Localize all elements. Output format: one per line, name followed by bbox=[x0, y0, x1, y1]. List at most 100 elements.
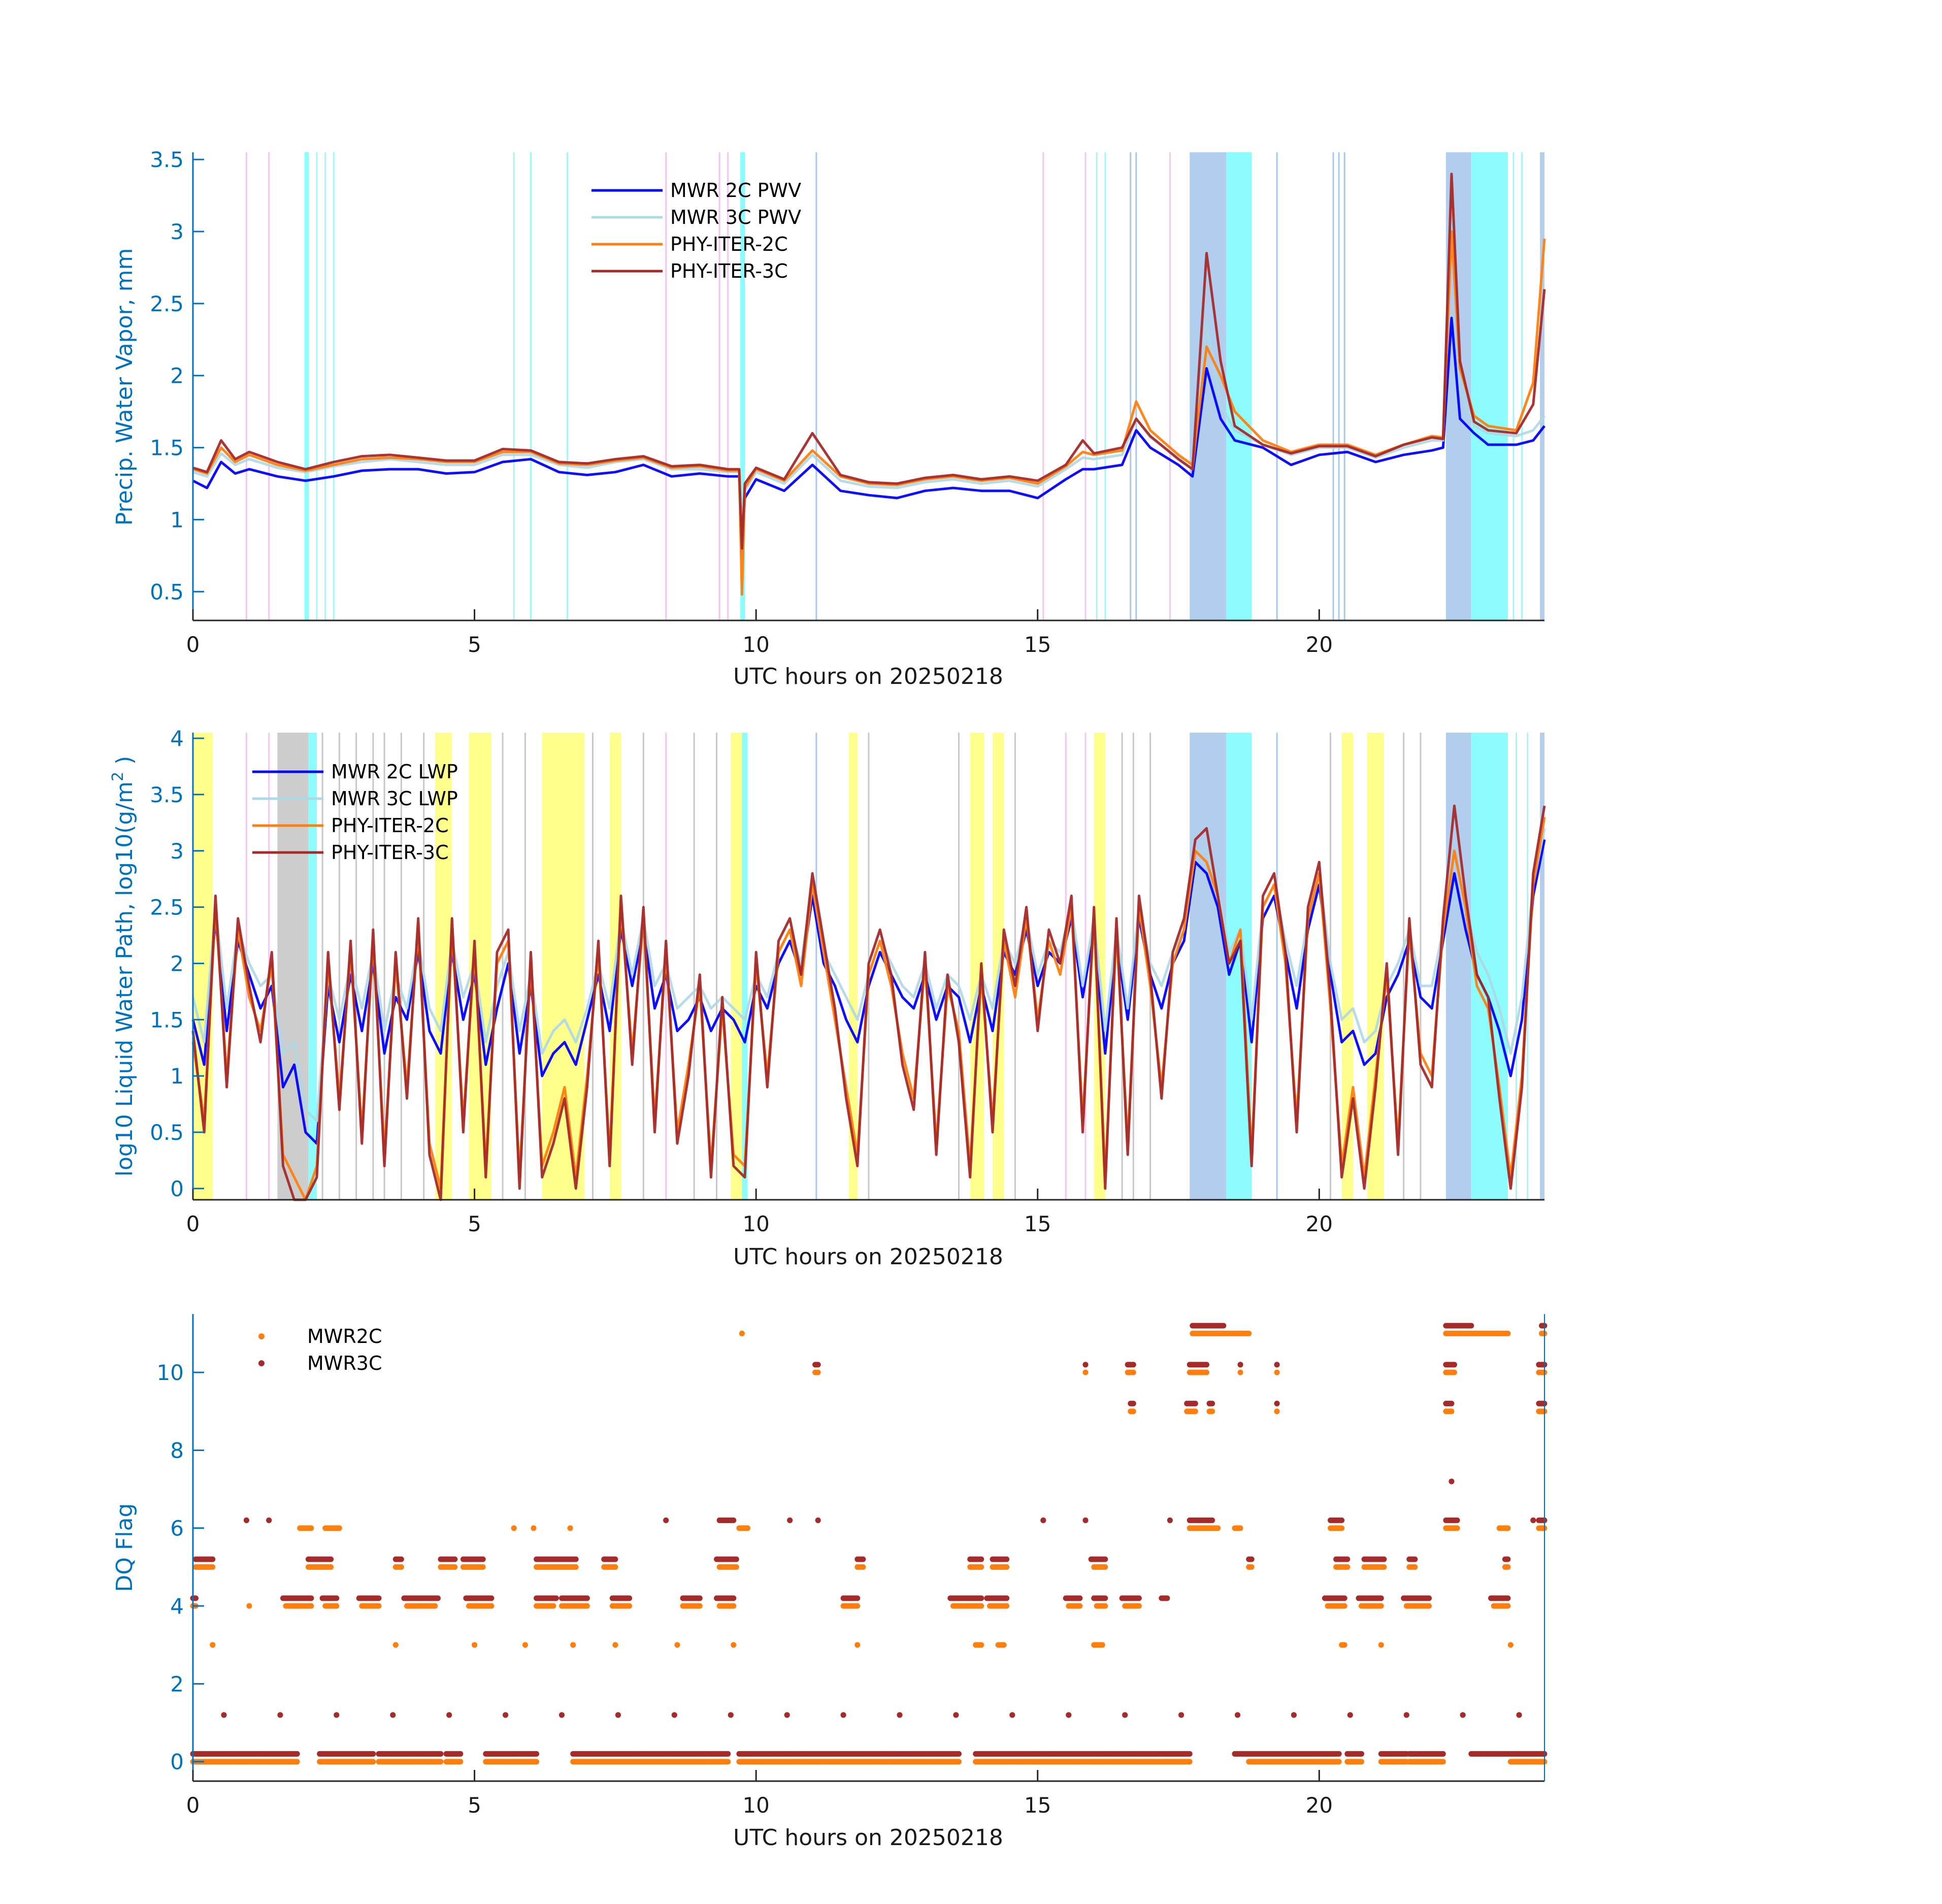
dq-point bbox=[1452, 1369, 1457, 1375]
dq-point bbox=[243, 1517, 249, 1523]
dq-point bbox=[1077, 1603, 1083, 1609]
dq-point bbox=[1099, 1642, 1105, 1648]
dq-point bbox=[1426, 1603, 1432, 1609]
pwv-series-mwr-2c-pwv bbox=[192, 316, 1545, 557]
pwv-series bbox=[192, 173, 1546, 596]
dq-point bbox=[376, 1595, 382, 1601]
dq-point bbox=[1209, 1517, 1215, 1523]
dq-series-mwr3c bbox=[190, 1323, 1548, 1757]
lwp-y-tick-label: 4 bbox=[170, 726, 184, 751]
dq-point bbox=[733, 1564, 739, 1570]
dq-point bbox=[1530, 1517, 1536, 1523]
dq-point bbox=[370, 1759, 376, 1765]
lwp-shaded-region bbox=[731, 733, 742, 1200]
lwp-y-axis-label-main: log10 Liquid Water Path, log10(g/m bbox=[112, 781, 138, 1176]
pwv-x-axis-label: UTC hours on 20250218 bbox=[733, 664, 1003, 690]
dq-point bbox=[1246, 1330, 1252, 1336]
dq-point bbox=[1221, 1323, 1227, 1329]
dq-point bbox=[1130, 1408, 1136, 1415]
dq-point bbox=[573, 1564, 579, 1570]
dq-legend-label: MWR2C bbox=[307, 1325, 382, 1348]
dq-point bbox=[1505, 1595, 1511, 1601]
lwp-shaded-region bbox=[1445, 733, 1471, 1200]
dq-x-tick-label: 10 bbox=[742, 1793, 769, 1818]
dq-point bbox=[522, 1642, 528, 1648]
dq-point bbox=[390, 1712, 396, 1718]
pwv-y-tick-label: 1.5 bbox=[150, 436, 184, 461]
dq-point bbox=[308, 1525, 314, 1531]
dq-point bbox=[308, 1595, 314, 1601]
dq-point bbox=[328, 1556, 334, 1562]
dq-point bbox=[584, 1603, 590, 1609]
dq-point bbox=[480, 1564, 486, 1570]
dq-point bbox=[860, 1564, 866, 1570]
dq-point bbox=[1248, 1564, 1255, 1570]
dq-y-ticks: 0 2 4 6 8 10 bbox=[157, 1360, 204, 1775]
lwp-y-axis-label-sup: 2 bbox=[109, 772, 127, 781]
dq-point bbox=[1130, 1369, 1136, 1375]
dq-point bbox=[854, 1595, 861, 1601]
dq-point bbox=[612, 1556, 618, 1562]
dq-point bbox=[1004, 1556, 1010, 1562]
dq-point bbox=[573, 1556, 579, 1562]
dq-point bbox=[1192, 1400, 1198, 1406]
dq-point bbox=[1344, 1564, 1351, 1570]
dq-point bbox=[398, 1556, 404, 1562]
dq-point bbox=[1359, 1751, 1364, 1757]
dq-point bbox=[1452, 1362, 1457, 1368]
dq-point bbox=[1291, 1712, 1297, 1718]
dq-point bbox=[1468, 1323, 1474, 1329]
dq-point bbox=[553, 1595, 559, 1601]
dq-point bbox=[671, 1712, 677, 1718]
pwv-shaded-region bbox=[740, 152, 745, 620]
dq-point bbox=[432, 1603, 438, 1609]
pwv-x-tick-label: 5 bbox=[468, 632, 481, 657]
pwv-series-phy-iter-3c bbox=[192, 173, 1546, 550]
dq-point bbox=[1449, 1400, 1455, 1406]
dq-x-ticks: 0 5 10 15 20 bbox=[186, 1770, 1333, 1818]
dq-point bbox=[1516, 1712, 1522, 1718]
lwp-legend: MWR 2C LWP MWR 3C LWP PHY-ITER-2C PHY-ITER-… bbox=[252, 761, 458, 864]
pwv-legend: MWR 2C PWV MWR 3C PWV PHY-ITER-2C PHY-ITER-… bbox=[591, 179, 801, 282]
dq-point bbox=[221, 1712, 227, 1718]
dq-point bbox=[1339, 1517, 1345, 1523]
dq-point bbox=[1004, 1603, 1010, 1609]
dq-point bbox=[745, 1525, 750, 1531]
dq-point bbox=[334, 1712, 340, 1718]
dq-point bbox=[731, 1642, 737, 1648]
dq-point bbox=[480, 1556, 486, 1562]
dq-point bbox=[1341, 1595, 1347, 1601]
dq-point bbox=[897, 1712, 903, 1718]
lwp-x-tick-label: 20 bbox=[1306, 1211, 1333, 1236]
dq-point bbox=[308, 1603, 314, 1609]
dq-point bbox=[246, 1603, 252, 1609]
dq-point bbox=[978, 1595, 984, 1601]
dq-point bbox=[1505, 1564, 1511, 1570]
dq-point bbox=[1204, 1362, 1209, 1368]
dq-point bbox=[1235, 1712, 1240, 1718]
dq-point bbox=[725, 1759, 731, 1765]
dq-point bbox=[210, 1564, 216, 1570]
dq-point bbox=[956, 1759, 962, 1765]
pwv-y-tick-label: 1 bbox=[170, 507, 184, 532]
dq-point bbox=[336, 1525, 342, 1531]
dq-point bbox=[277, 1712, 283, 1718]
pwv-y-axis-label: Precip. Water Vapor, mm bbox=[112, 248, 138, 526]
pwv-panel: 0 5 10 15 20 0.5 1 1.5 2 2.5 3 3.5 UTC hours on 20… bbox=[112, 147, 1546, 690]
dq-x-tick-label: 5 bbox=[468, 1793, 481, 1818]
dq-point bbox=[210, 1556, 216, 1562]
dq-point bbox=[627, 1595, 633, 1601]
dq-point bbox=[446, 1712, 452, 1718]
pwv-legend-label: PHY-ITER-2C bbox=[670, 233, 788, 255]
dq-point bbox=[334, 1595, 340, 1601]
dq-point bbox=[1344, 1556, 1351, 1562]
dq-point bbox=[1440, 1759, 1446, 1765]
dq-point bbox=[1102, 1564, 1108, 1570]
dq-point bbox=[1341, 1603, 1347, 1609]
dq-point bbox=[1381, 1564, 1387, 1570]
dq-point bbox=[731, 1595, 737, 1601]
dq-point bbox=[398, 1564, 404, 1570]
dq-point bbox=[1066, 1712, 1072, 1718]
dq-point bbox=[1102, 1595, 1108, 1601]
pwv-shaded-region bbox=[304, 152, 309, 620]
